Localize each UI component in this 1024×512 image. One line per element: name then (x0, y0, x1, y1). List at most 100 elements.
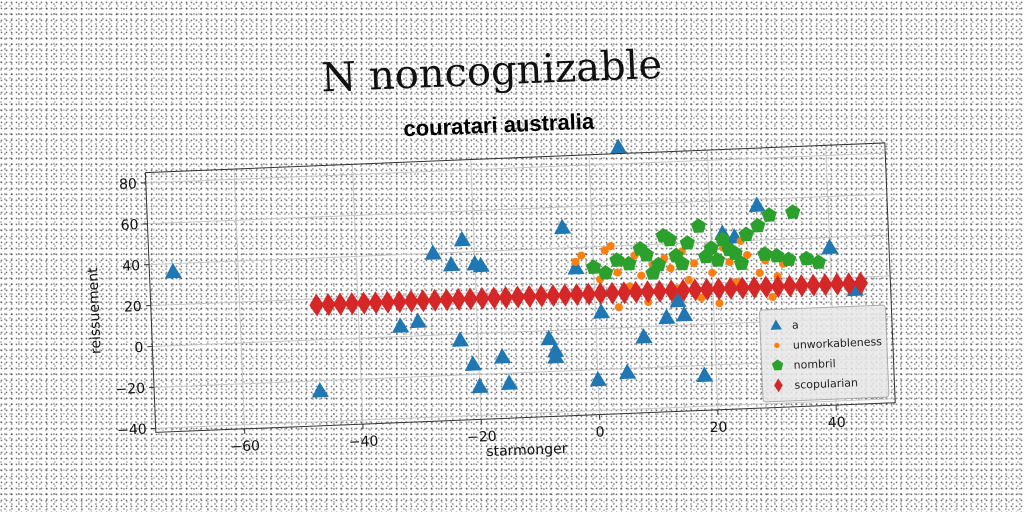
diamond-point (806, 273, 821, 297)
diamond-point (522, 285, 537, 309)
series-layer (164, 138, 869, 398)
legend-marker (770, 319, 782, 330)
y-tick-label: 0 (134, 340, 144, 356)
triangle-point (554, 218, 572, 235)
pentagon-point (781, 251, 797, 267)
triangle-point (501, 374, 519, 391)
legend-label: a (792, 319, 799, 332)
diamond-point (640, 280, 656, 304)
diamond-point (593, 282, 608, 306)
triangle-point (635, 328, 653, 344)
diamond-point (735, 276, 750, 300)
pentagon-point (733, 255, 750, 271)
diamond-point (818, 273, 833, 297)
diamond-point (439, 288, 454, 312)
circle-point (637, 271, 646, 280)
triangle-point (610, 138, 628, 155)
triangle-point (164, 262, 182, 279)
y-gridline (147, 193, 887, 225)
diamond-point (770, 275, 786, 299)
legend-marker (774, 378, 783, 393)
diamond-point (794, 274, 809, 298)
tick-layer: −60 −40 −20 0 20 40 −40 −20 0 20 40 60 80 (115, 176, 846, 455)
triangle-point (669, 291, 687, 308)
diamond-point (451, 287, 466, 311)
y-gridline (149, 234, 889, 266)
triangle-point (676, 305, 694, 322)
diamond-point (427, 288, 443, 312)
circle-point (577, 251, 586, 260)
pentagon-point (650, 256, 667, 272)
diamond-point (581, 282, 596, 306)
diamond-point (699, 277, 715, 301)
y-tick-label: 80 (119, 176, 137, 193)
series-a (164, 138, 864, 398)
circle-point (613, 268, 622, 277)
diamond-point (711, 277, 727, 301)
x-tick-label: 20 (709, 419, 727, 436)
pentagon-point (727, 245, 743, 261)
legend-marker (771, 359, 784, 371)
circle-point (684, 275, 693, 284)
pentagon-point (661, 231, 677, 247)
triangle-point (567, 259, 585, 275)
circle-point (600, 246, 609, 255)
x-tick-label: 0 (595, 424, 605, 440)
legend: a unworkableness nombril scopularian (759, 304, 890, 403)
y-gridline (155, 398, 896, 429)
pentagon-point (810, 254, 827, 270)
triangle-point (409, 312, 427, 329)
x-gridline (351, 164, 364, 425)
circle-point (708, 268, 717, 277)
pentagon-point (597, 264, 614, 280)
diamond-point (321, 293, 336, 317)
y-gridline (145, 152, 886, 184)
y-tick-label: −40 (117, 422, 147, 439)
diamond-point (853, 271, 869, 295)
pentagon-point (715, 231, 731, 247)
diamond-point (333, 292, 348, 316)
diamond-point (569, 283, 585, 307)
diamond-point (415, 289, 431, 313)
circle-point (571, 257, 580, 266)
circle-point (614, 303, 623, 312)
x-tick-label: 40 (828, 415, 846, 432)
triangle-point (471, 377, 489, 394)
x-gridline (233, 169, 246, 429)
triangle-point (821, 238, 839, 255)
circle-point (697, 293, 706, 302)
diamond-point (546, 284, 561, 308)
diamond-point (404, 289, 419, 313)
diamond-point (498, 285, 514, 309)
pentagon-point (798, 250, 815, 266)
legend-label: scopularian (794, 376, 858, 392)
y-tick-label: 40 (122, 258, 140, 275)
chart-title: N noncognizable (320, 42, 663, 102)
series-scopularian (309, 271, 869, 317)
x-gridline (470, 159, 482, 420)
pentagon-point (785, 204, 801, 219)
legend-label: nombril (793, 357, 836, 372)
triangle-point (619, 363, 637, 380)
pentagon-point (679, 235, 695, 250)
legend-marker (774, 342, 780, 349)
circle-point (743, 250, 752, 260)
pentagon-point (674, 255, 690, 271)
triangle-point (494, 348, 512, 364)
diamond-point (392, 290, 407, 314)
y-axis-label: reissuement (85, 267, 104, 355)
y-tick-label: −20 (115, 381, 145, 398)
diamond-point (758, 275, 774, 299)
x-axis-label: starmonger (486, 441, 568, 460)
circle-point (690, 259, 699, 268)
diamond-point (344, 292, 360, 316)
triangle-point (451, 331, 470, 347)
diamond-point (829, 272, 845, 296)
x-tick-label: −20 (467, 429, 497, 446)
diamond-point (841, 272, 857, 296)
x-tick-label: −40 (349, 434, 379, 451)
diamond-point (617, 281, 632, 305)
triangle-point (589, 370, 607, 387)
pentagon-point (690, 218, 707, 233)
